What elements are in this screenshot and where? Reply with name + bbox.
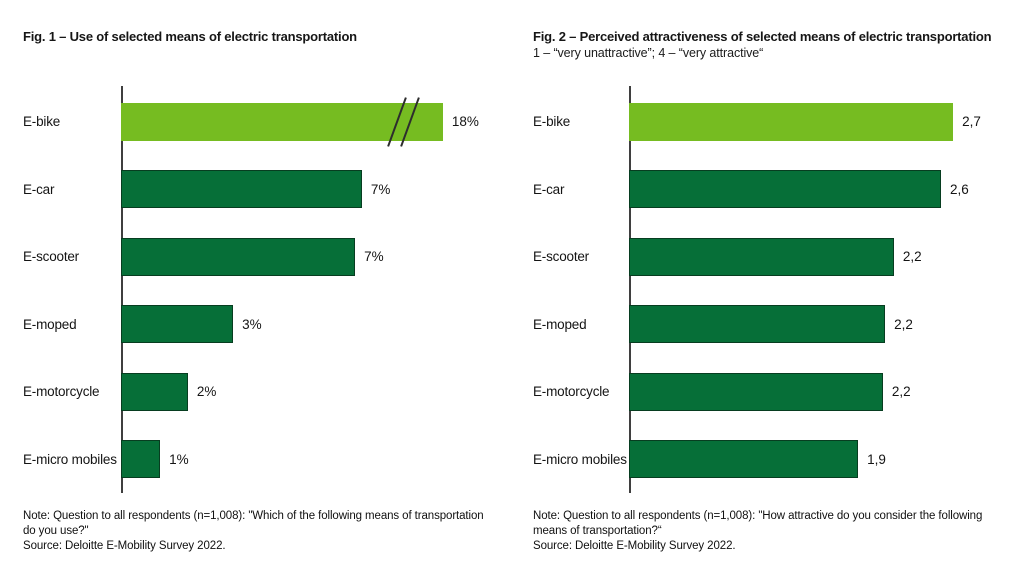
bar-e-scooter: [629, 237, 894, 276]
category-label: E-bike: [23, 114, 61, 130]
value-label: 2,2: [894, 316, 913, 332]
figure-1-plot: E-bike 18% E-car 7%: [0, 86, 512, 493]
bar-area: 1%: [121, 440, 501, 479]
chart-subtitle: 1 – “very unattractive”; 4 – “very attra…: [533, 46, 764, 60]
bar-area: 2%: [121, 372, 501, 411]
value-label: 1,9: [867, 451, 886, 467]
figure-2-title-block: Fig. 2 – Perceived attractiveness of sel…: [533, 29, 1022, 60]
category-label: E-car: [23, 181, 55, 197]
bar-rows: E-bike 18% E-car 7%: [0, 88, 512, 493]
category-label: E-moped: [23, 316, 77, 332]
note-text: Note: Question to all respondents (n=1,0…: [23, 510, 484, 537]
value-label: 2%: [196, 384, 217, 400]
bar-e-car: [121, 170, 362, 209]
note-text: Note: Question to all respondents (n=1,0…: [533, 510, 983, 537]
bar-e-bike: [629, 102, 954, 141]
bar-area: 2,2: [629, 237, 1009, 276]
bar-area: 7%: [121, 170, 501, 209]
bar-e-car: [629, 170, 941, 209]
chart-row: E-motorcycle 2,2: [512, 358, 1024, 426]
figure-2-plot: E-bike 2,7 E-car 2,6 E-scooter: [512, 86, 1024, 493]
chart-title: Fig. 2 – Perceived attractiveness of sel…: [533, 29, 992, 44]
bar-area: 2,6: [629, 170, 1009, 209]
figure-1-title-block: Fig. 1 – Use of selected means of electr…: [23, 29, 510, 44]
category-label: E-motorcycle: [533, 384, 610, 400]
bar-area: 2,2: [629, 305, 1009, 344]
value-label: 7%: [364, 249, 384, 265]
bar-e-moped: [629, 305, 886, 344]
bar-area: 2,2: [629, 372, 1009, 411]
category-label: E-car: [533, 181, 565, 197]
bar-e-motorcycle: [121, 372, 188, 411]
chart-row: E-scooter 7%: [0, 223, 512, 291]
bar-area: 1,9: [629, 440, 1009, 479]
category-label: E-scooter: [533, 249, 589, 265]
source-text: Source: Deloitte E-Mobility Survey 2022.: [533, 539, 736, 552]
chart-row: E-car 7%: [0, 156, 512, 224]
figure-2-attractiveness-chart: Fig. 2 – Perceived attractiveness of sel…: [512, 0, 1024, 563]
y-axis-line: [629, 86, 631, 493]
bar-e-micro-mobiles: [121, 440, 161, 479]
chart-row: E-scooter 2,2: [512, 223, 1024, 291]
bar-rows: E-bike 2,7 E-car 2,6 E-scooter: [512, 88, 1024, 493]
chart-title: Fig. 1 – Use of selected means of electr…: [23, 29, 357, 44]
category-label: E-motorcycle: [23, 384, 100, 400]
category-label: E-bike: [533, 114, 571, 130]
chart-row: E-motorcycle 2%: [0, 358, 512, 426]
value-label: 3%: [242, 316, 262, 332]
value-label: 2,2: [902, 249, 922, 265]
bar-e-bike: [121, 96, 443, 147]
chart-row: E-bike 18%: [0, 88, 512, 156]
category-label: E-micro mobiles: [533, 451, 627, 467]
bar-e-micro-mobiles: [629, 440, 859, 479]
y-axis-line: [121, 86, 123, 493]
value-label: 2,2: [891, 384, 911, 400]
bar-area: 2,7: [629, 102, 1009, 141]
figure-1-footnotes: Note: Question to all respondents (n=1,0…: [23, 509, 496, 554]
bar-area: 18%: [121, 96, 501, 147]
category-label: E-micro mobiles: [23, 451, 117, 467]
bar-area: 3%: [121, 305, 501, 344]
bar-e-scooter: [121, 237, 356, 276]
bar-e-motorcycle: [629, 372, 883, 411]
chart-row: E-micro mobiles 1%: [0, 426, 512, 494]
value-label: 1%: [169, 451, 189, 467]
source-text: Source: Deloitte E-Mobility Survey 2022.: [23, 539, 226, 552]
category-label: E-scooter: [23, 249, 79, 265]
chart-row: E-car 2,6: [512, 156, 1024, 224]
bar-e-moped: [121, 305, 234, 344]
figure-1-usage-chart: Fig. 1 – Use of selected means of electr…: [0, 29, 512, 554]
chart-row: E-bike 2,7: [512, 88, 1024, 156]
category-label: E-moped: [533, 316, 587, 332]
bar-area: 7%: [121, 237, 501, 276]
chart-row: E-moped 3%: [0, 291, 512, 359]
value-label: 18%: [451, 114, 479, 130]
value-label: 2,7: [962, 114, 981, 130]
chart-row: E-micro mobiles 1,9: [512, 426, 1024, 494]
figure-2-footnotes: Note: Question to all respondents (n=1,0…: [533, 509, 1018, 554]
value-label: 7%: [370, 181, 391, 197]
chart-row: E-moped 2,2: [512, 291, 1024, 359]
value-label: 2,6: [949, 181, 969, 197]
